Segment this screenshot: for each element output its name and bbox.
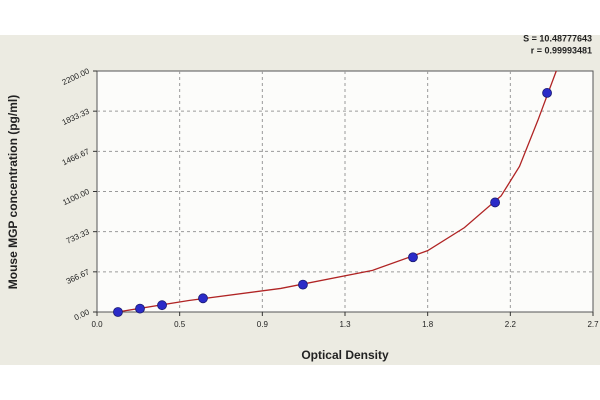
data-point [408, 252, 418, 263]
data-point [113, 307, 123, 317]
x-tick-label: 2.2 [505, 320, 517, 329]
x-tick-label: 0.5 [174, 320, 186, 329]
data-point [490, 197, 500, 208]
data-point [135, 303, 145, 314]
x-tick-label: 1.3 [339, 320, 351, 329]
x-axis-title: Optical Density [301, 348, 389, 362]
x-tick-label: 0.9 [257, 320, 269, 329]
x-tick-label: 2.7 [587, 320, 599, 329]
fit-curve [117, 70, 557, 313]
annotation: S = 10.48777643 [523, 33, 592, 43]
x-tick-label: 1.8 [422, 320, 434, 329]
data-point [298, 279, 308, 290]
x-tick-label: 0.0 [91, 320, 103, 329]
data-point [198, 293, 208, 304]
data-point [157, 300, 167, 311]
annotation: r = 0.99993481 [531, 45, 592, 55]
y-axis-title: Mouse MGP concentration (pg/ml) [6, 95, 20, 289]
data-point [542, 88, 552, 98]
